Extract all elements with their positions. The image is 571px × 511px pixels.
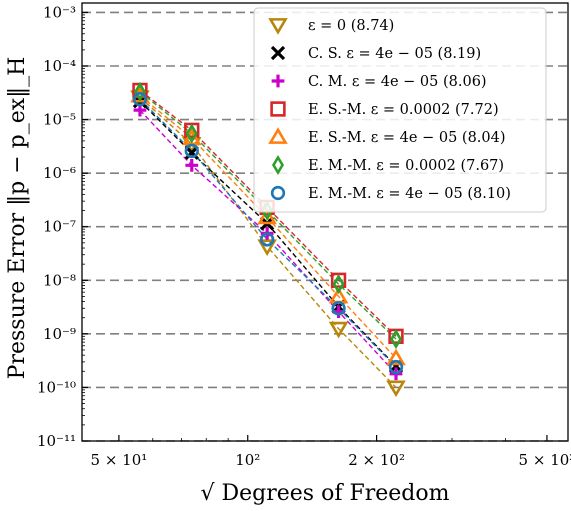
data-point	[132, 92, 148, 107]
data-point	[257, 207, 277, 225]
axis-ticks	[82, 11, 548, 442]
legend-marker	[268, 127, 288, 144]
legend-marker	[270, 45, 286, 61]
legend-marker	[270, 101, 286, 117]
legend: ε = 0 (8.74) C. S. ε = 4e − 05 (8.19) C. M…	[253, 7, 547, 213]
x-axis-title: √ Degrees of Freedom	[201, 481, 450, 506]
legend-entry: E. M.-M. ε = 4e − 05 (8.10)	[308, 186, 511, 202]
legend-frame	[253, 7, 547, 213]
legend-marker	[268, 18, 288, 35]
legend-marker	[271, 74, 285, 88]
plot-frame	[81, 2, 569, 442]
data-point	[330, 272, 347, 288]
data-point	[332, 274, 345, 295]
y-tick-label: 10⁻⁵	[43, 111, 76, 129]
legend-entry: ε = 0 (8.74)	[308, 18, 394, 34]
legend-entry: E. M.-M. ε = 0.0002 (7.67)	[308, 158, 504, 174]
y-tick-label: 10⁻⁷	[43, 218, 76, 236]
legend-marker	[270, 185, 286, 201]
legend-entry: C. M. ε = 4e − 05 (8.06)	[308, 74, 487, 90]
legend-entry: E. S.-M. ε = 0.0002 (7.72)	[308, 102, 499, 118]
tick-labels: 10⁻³ 10⁻⁴ 10⁻⁵ 10⁻⁶ 10⁻⁷ 10⁻⁸ 10⁻⁹ 10⁻¹⁰ 10⁻¹¹ 5 …	[37, 3, 571, 469]
data-point	[185, 123, 198, 144]
x-tick-label: 10²	[235, 451, 260, 469]
data-point	[259, 232, 275, 247]
data-point	[184, 143, 199, 159]
series-line	[139, 98, 397, 368]
series-line	[139, 91, 397, 340]
y-tick-label: 10⁻⁸	[43, 271, 76, 289]
data-point	[389, 329, 403, 350]
data-point	[386, 380, 406, 398]
data-point	[185, 158, 199, 172]
y-tick-label: 10⁻³	[43, 3, 76, 21]
y-tick-label: 10⁻⁹	[43, 325, 76, 343]
y-tick-label: 10⁻¹⁰	[37, 378, 76, 396]
data-point	[133, 81, 146, 102]
data-point	[331, 301, 346, 316]
series-line	[139, 89, 397, 337]
y-tick-label: 10⁻⁶	[43, 164, 76, 182]
y-tick-label: 10⁻¹¹	[37, 432, 76, 450]
data-point	[388, 359, 404, 375]
x-tick-label: 5 × 10²	[519, 451, 571, 469]
x-tick-label: 2 × 10²	[348, 451, 405, 469]
data-point	[386, 348, 406, 366]
data-point	[257, 239, 277, 257]
legend-entry: C. S. ε = 4e − 05 (8.19)	[308, 46, 481, 62]
data-point	[328, 321, 349, 339]
legend-marker	[271, 154, 285, 176]
y-tick-label: 10⁻⁴	[43, 57, 76, 75]
legend-entry: E. S.-M. ε = 4e − 05 (8.04)	[308, 130, 506, 146]
x-tick-label: 5 × 10¹	[91, 451, 148, 469]
y-axis-title: Pressure Error ‖p − p_ex‖_H	[5, 57, 30, 380]
